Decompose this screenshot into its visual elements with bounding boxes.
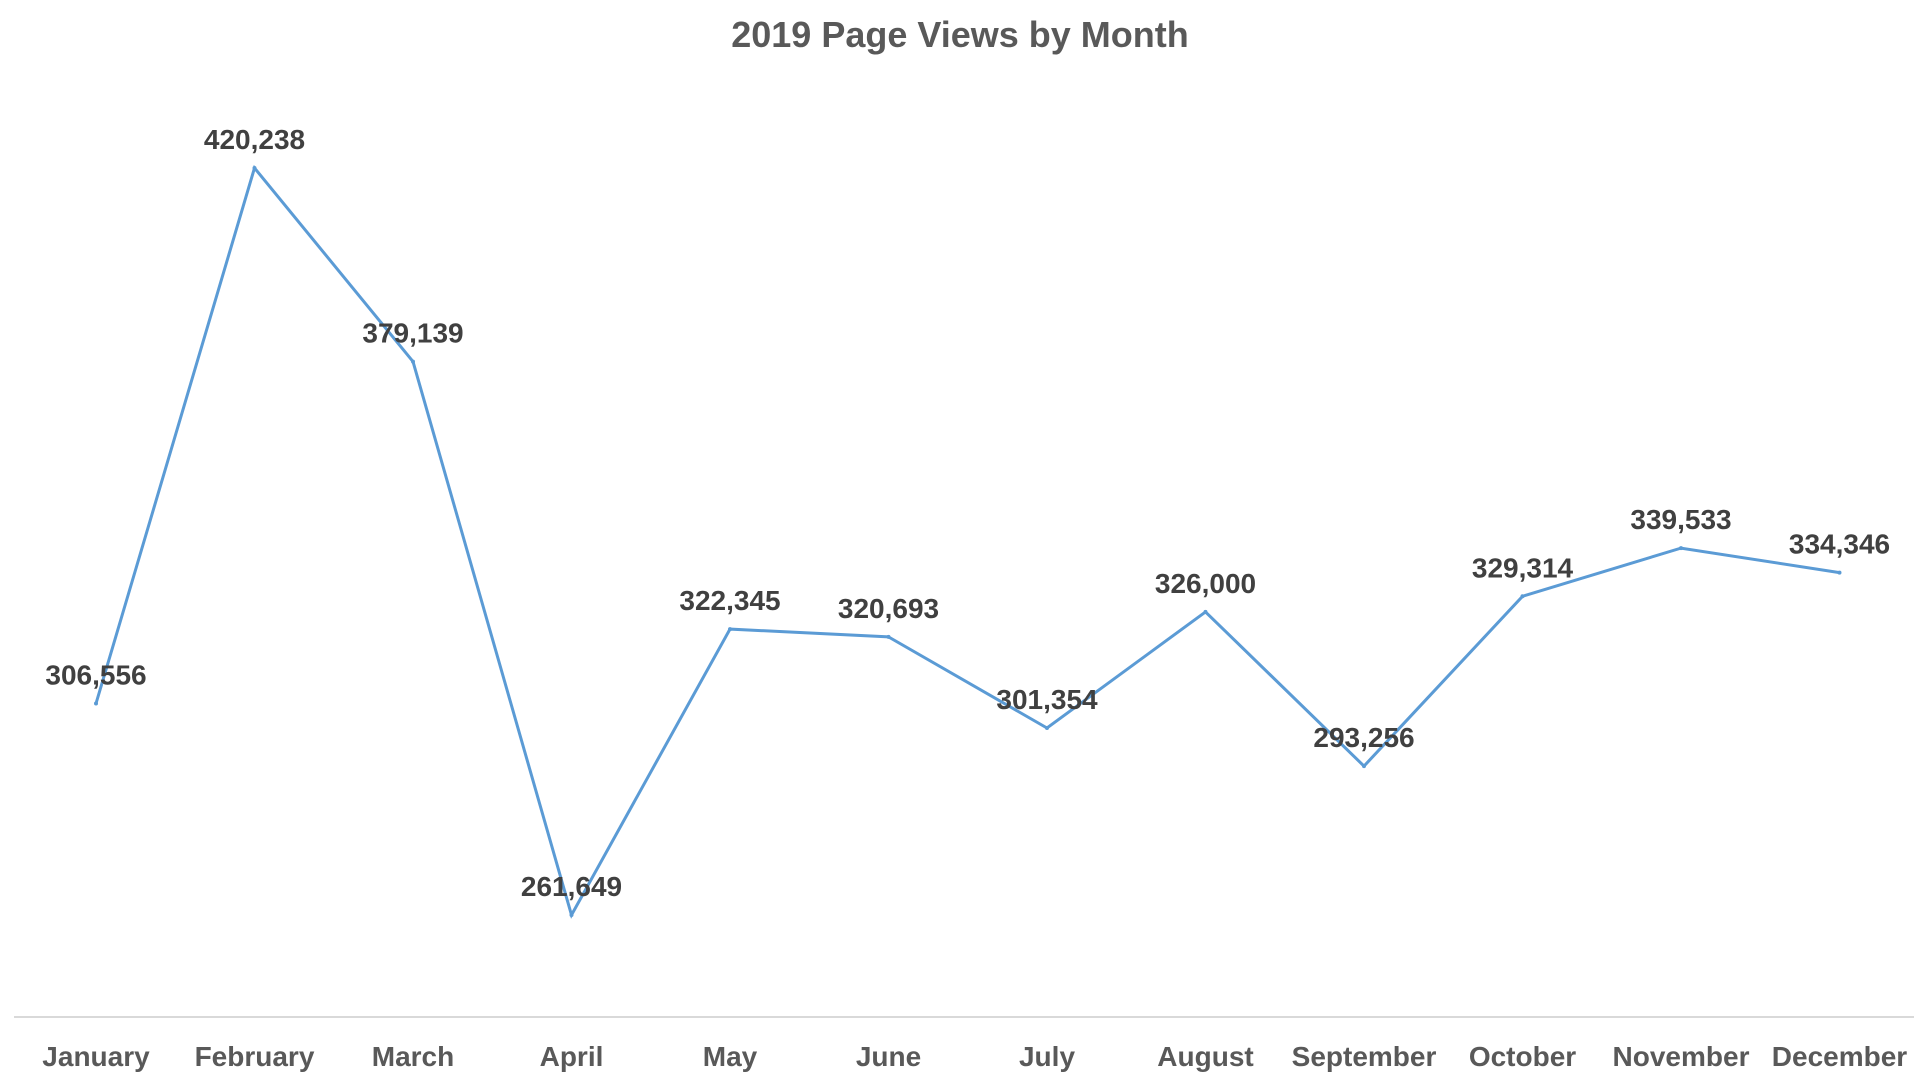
data-point bbox=[94, 701, 98, 706]
x-tick-label: January bbox=[42, 1041, 150, 1072]
data-point bbox=[252, 166, 257, 170]
series-line bbox=[94, 164, 1840, 919]
data-label: 339,533 bbox=[1630, 504, 1731, 535]
x-tick-label: December bbox=[1772, 1041, 1908, 1072]
data-point bbox=[569, 913, 574, 917]
x-tick-label: July bbox=[1019, 1041, 1075, 1072]
data-label: 301,354 bbox=[996, 684, 1098, 715]
data-point bbox=[1679, 546, 1683, 551]
data-point bbox=[1045, 725, 1049, 730]
data-label: 379,139 bbox=[362, 318, 463, 349]
x-tick-label: August bbox=[1157, 1041, 1253, 1072]
data-label: 329,314 bbox=[1472, 552, 1574, 583]
data-point bbox=[728, 627, 732, 632]
x-tick-label: May bbox=[703, 1041, 758, 1072]
x-tick-label: February bbox=[195, 1041, 315, 1072]
data-label: 306,556 bbox=[45, 659, 146, 690]
x-tick-label: November bbox=[1613, 1041, 1750, 1072]
chart-title: 2019 Page Views by Month bbox=[731, 14, 1189, 55]
data-label: 322,345 bbox=[679, 585, 780, 616]
data-label: 420,238 bbox=[204, 124, 305, 155]
x-tick-label: March bbox=[372, 1041, 454, 1072]
data-point bbox=[1837, 570, 1842, 575]
data-label: 334,346 bbox=[1789, 529, 1890, 560]
data-point bbox=[1203, 609, 1208, 614]
x-tick-label: April bbox=[540, 1041, 604, 1072]
data-point bbox=[886, 634, 891, 639]
x-tick-label: June bbox=[856, 1041, 921, 1072]
data-label: 326,000 bbox=[1155, 568, 1256, 599]
data-label: 293,256 bbox=[1313, 722, 1414, 753]
data-label: 320,693 bbox=[838, 593, 939, 624]
data-point bbox=[1362, 764, 1366, 769]
data-point bbox=[411, 359, 415, 364]
data-point bbox=[1520, 594, 1525, 599]
x-tick-label: October bbox=[1469, 1041, 1576, 1072]
x-tick-label: September bbox=[1292, 1041, 1437, 1072]
data-label: 261,649 bbox=[521, 871, 622, 902]
